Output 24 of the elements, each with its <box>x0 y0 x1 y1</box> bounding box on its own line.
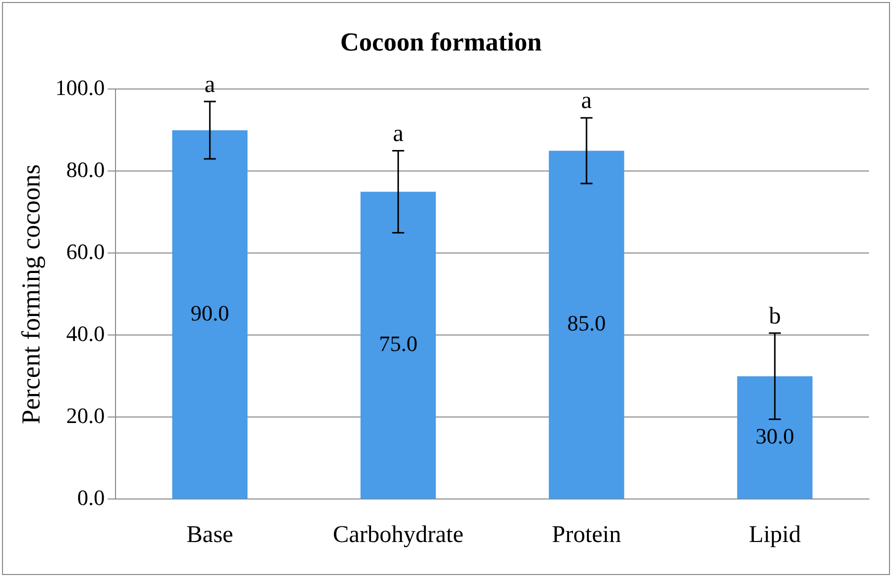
chart-title: Cocoon formation <box>340 27 542 56</box>
y-tick-label: 60.0 <box>66 238 105 264</box>
x-tick-label: Carbohydrate <box>332 522 464 548</box>
bar <box>548 150 624 499</box>
y-tick-label: 0.0 <box>77 484 105 510</box>
annotation: b <box>768 303 781 330</box>
x-tick-label: Protein <box>552 522 622 548</box>
y-tick-label: 80.0 <box>66 156 105 182</box>
x-tick-label: Base <box>186 522 234 548</box>
y-tick-label: 100.0 <box>55 74 105 100</box>
annotation: a <box>392 120 404 147</box>
bar <box>172 130 248 499</box>
annotation: a <box>204 72 216 98</box>
bar <box>360 192 436 499</box>
data-label: 30.0 <box>756 423 794 448</box>
y-axis-title: Percent forming cocoons <box>16 164 46 424</box>
y-tick-label: 40.0 <box>66 320 105 346</box>
data-label: 75.0 <box>378 331 418 356</box>
bar <box>737 376 813 499</box>
x-tick-label: Lipid <box>748 522 801 548</box>
data-label: 85.0 <box>567 310 606 336</box>
annotation: a <box>581 88 592 114</box>
y-tick-label: 20.0 <box>66 402 105 428</box>
data-label: 90.0 <box>190 300 230 326</box>
